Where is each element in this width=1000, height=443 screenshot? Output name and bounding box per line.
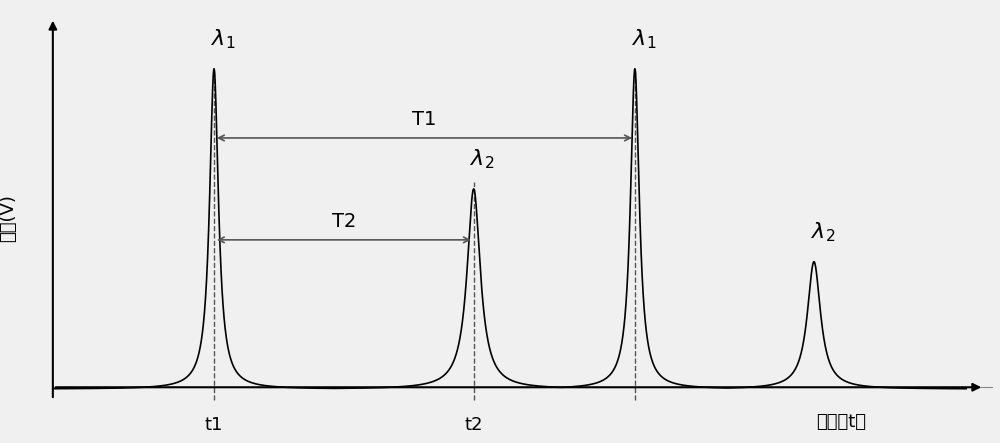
Text: 时间（t）: 时间（t） bbox=[816, 413, 866, 431]
Text: t1: t1 bbox=[205, 416, 223, 435]
Text: 电压(V): 电压(V) bbox=[0, 194, 17, 242]
Text: T2: T2 bbox=[332, 212, 356, 231]
Text: T1: T1 bbox=[412, 110, 437, 129]
Text: $\lambda_1$: $\lambda_1$ bbox=[211, 27, 235, 51]
Text: $\lambda_2$: $\lambda_2$ bbox=[811, 220, 835, 244]
Text: $\lambda_1$: $\lambda_1$ bbox=[632, 27, 656, 51]
Text: $\lambda_2$: $\lambda_2$ bbox=[470, 147, 495, 171]
Text: t2: t2 bbox=[464, 416, 483, 435]
